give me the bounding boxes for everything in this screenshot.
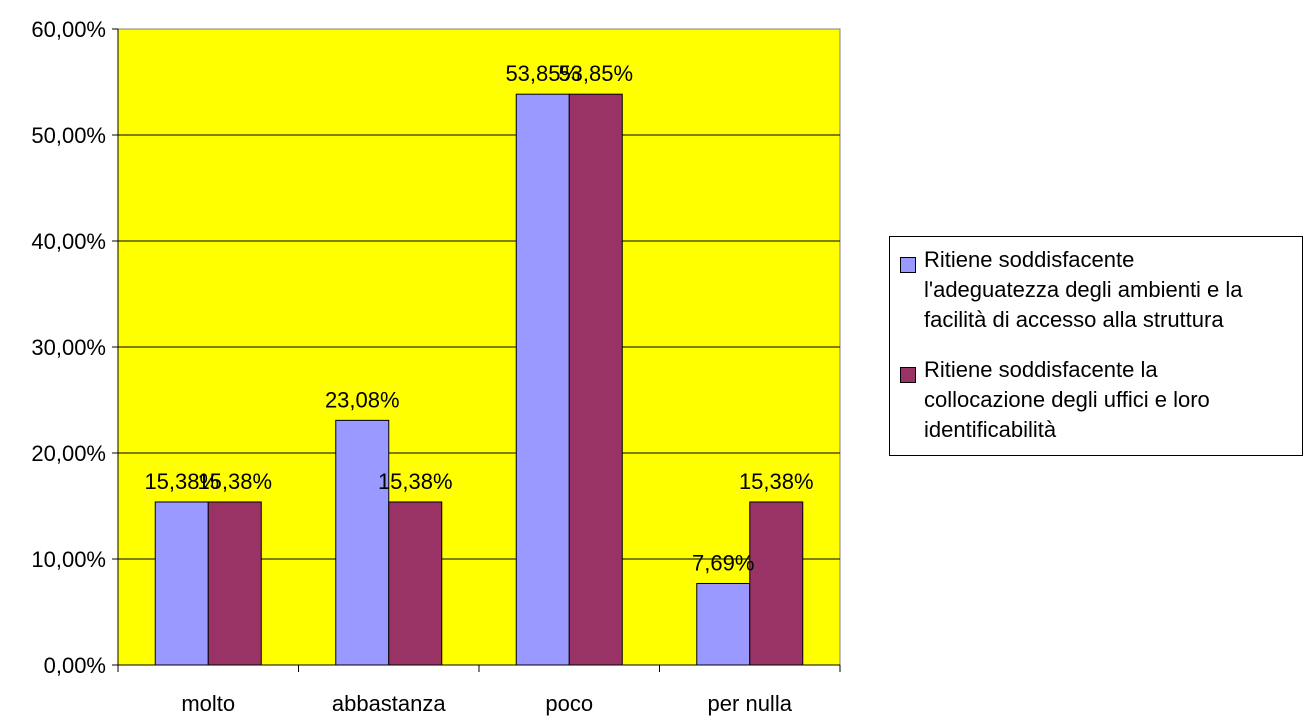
y-tick-label: 0,00% <box>44 653 106 678</box>
bar-series-1-per-nulla <box>696 582 751 666</box>
bar-series-1-poco <box>515 93 570 666</box>
y-tick-label: 10,00% <box>31 547 106 572</box>
data-label: 15,38% <box>197 469 272 494</box>
legend-text-line: identificabilità <box>924 417 1057 442</box>
x-tick-label: abbastanza <box>332 691 447 716</box>
legend-text-line: l'adeguatezza degli ambienti e la <box>924 277 1243 302</box>
legend-text-line: collocazione degli uffici e loro <box>924 387 1210 412</box>
legend: Ritiene soddisfacente l'adeguatezza degl… <box>889 236 1303 456</box>
data-label: 53,85% <box>558 61 633 86</box>
data-label: 15,38% <box>144 469 219 494</box>
data-label: 15,38% <box>739 469 814 494</box>
legend-swatch-series-1 <box>900 257 916 273</box>
x-tick-label: poco <box>545 691 593 716</box>
bar-series-2-molto <box>207 501 262 666</box>
y-tick-label: 30,00% <box>31 335 106 360</box>
bar-series-1-abbastanza <box>335 419 390 666</box>
bar-series-1-molto <box>154 501 209 666</box>
bar-series-2-per-nulla <box>749 501 804 666</box>
data-labels: 15,38%23,08%53,85%7,69%15,38% 15,38%53,85… <box>144 61 813 575</box>
y-tick-label: 50,00% <box>31 123 106 148</box>
bar-series-2-poco <box>568 93 623 666</box>
legend-swatch-series-2 <box>900 367 916 383</box>
y-tick-label: 40,00% <box>31 229 106 254</box>
x-tick-label: molto <box>181 691 235 716</box>
data-label: 23,08% <box>325 387 400 412</box>
y-axis: 0,00% 10,00% 20,00% 30,00% 40,00% 50,00% 60,00… <box>31 17 119 678</box>
y-tick-label: 20,00% <box>31 441 106 466</box>
y-tick-label: 60,00% <box>31 17 106 42</box>
legend-text-line: Ritiene soddisfacente la <box>924 357 1158 382</box>
x-tick-label: per nulla <box>708 691 793 716</box>
data-label: 7,69% <box>692 550 754 575</box>
data-label: 15,38% <box>378 469 453 494</box>
legend-text-line: Ritiene soddisfacente <box>924 247 1135 272</box>
x-axis: molto abbastanza poco per nulla <box>117 664 841 716</box>
data-label: 53,85% <box>505 61 580 86</box>
bars <box>154 93 804 666</box>
legend-text-line: facilità di accesso alla struttura <box>924 307 1224 332</box>
bar-series-2-abbastanza <box>388 501 443 666</box>
